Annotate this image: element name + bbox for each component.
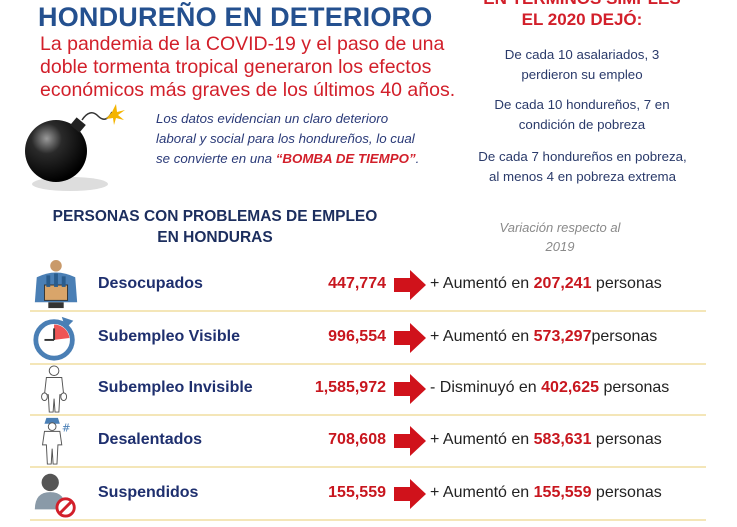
row-change: + Aumentó en 583,631 personas [430,431,662,449]
section-title-line-1: PERSONAS CON PROBLEMAS DE EMPLEO [52,208,378,225]
discouraged-worker-icon: # [41,417,71,465]
row-divider [30,310,706,312]
change-suffix: personas [591,328,658,345]
row-label: Desocupados [98,275,203,292]
change-suffix: personas [591,484,662,501]
row-value: 708,608 [328,431,386,448]
lead-line-2: doble tormenta tropical generaron los ef… [40,56,432,78]
change-prefix: + Aumentó en [430,275,534,292]
section-title-line-2: EN HONDURAS [157,229,273,246]
note-end: . [415,151,420,166]
sidebar-heading: EL 2020 DEJÓ: [521,10,643,29]
svg-text:#: # [62,422,71,434]
change-value: 573,297 [533,328,592,345]
change-value: 207,241 [533,275,592,292]
person-prohibited-icon [34,473,76,518]
change-value: 402,625 [541,379,599,396]
change-suffix: personas [591,431,662,448]
table-row: # Desalentados 708,608 + Aumentó en 583,… [28,416,706,468]
row-label: Subempleo Invisible [98,379,253,396]
arrow-right-icon [394,323,426,353]
lead-line-1: La pandemia de la COVID-19 y el paso de … [40,33,445,55]
row-label: Suspendidos [98,484,199,501]
sidebar-fact-2: De cada 10 hondureños, 7 en condición de… [494,97,670,132]
clock-arrow-icon [33,316,75,361]
variation-label-line-1: Variación respecto al [499,220,621,235]
note-line-3-text: se convierte en una [156,151,276,166]
person-empty-pockets-icon [41,365,68,413]
arrow-right-icon [394,479,426,509]
row-divider [30,363,706,365]
row-value: 447,774 [328,275,386,292]
row-value: 1,585,972 [314,379,386,396]
sidebar-fact-3: De cada 7 hondureños en pobreza, al meno… [478,149,687,184]
row-change: + Aumentó en 207,241 personas [430,275,662,293]
arrow-right-icon [394,426,426,456]
note-line-1: Los datos evidencian un claro deterioro [156,111,389,126]
table-row: Subempleo Visible 996,554 + Aumentó en 5… [28,313,706,365]
row-change: + Aumentó en 155,559 personas [430,484,662,502]
change-prefix: + Aumentó en [430,484,534,501]
table-row: Desocupados 447,774 + Aumentó en 207,241… [28,260,706,312]
note-line-3: se convierte en una “BOMBA DE TIEMPO”. [156,151,419,166]
note-line-2: laboral y social para los hondureños, lo… [156,131,415,146]
arrow-right-icon [394,374,426,404]
change-prefix: + Aumentó en [430,328,534,345]
change-value: 583,631 [533,431,592,448]
row-divider [30,519,706,521]
row-divider [30,414,706,416]
arrow-right-icon [394,270,426,300]
row-divider [30,466,706,468]
row-label: Desalentados [98,431,203,448]
change-prefix: + Aumentó en [430,431,534,448]
page-title: HONDUREÑO EN DETERIORO [38,2,433,32]
table-row: Subempleo Invisible 1,585,972 - Disminuy… [28,364,706,416]
bomb-icon [25,104,125,191]
change-suffix: personas [591,275,662,292]
sidebar-heading-cut: EN TÉRMINOS SIMPLES [462,0,702,9]
change-value: 155,559 [533,484,592,501]
row-change: - Disminuyó en 402,625 personas [430,379,669,397]
table-row: Suspendidos 155,559 + Aumentó en 155,559… [28,469,706,521]
change-suffix: personas [599,379,670,396]
unemployed-worker-box-icon [34,260,78,309]
sidebar-fact-1: De cada 10 asalariados, 3 perdieron su e… [504,47,660,82]
row-change: + Aumentó en 573,297personas [430,328,657,346]
row-value: 155,559 [328,484,386,501]
lead-line-3: económicos más graves de los últimos 40 … [40,79,456,101]
row-label: Subempleo Visible [98,328,240,345]
variation-label-line-2: 2019 [545,239,575,254]
bomba-highlight: “BOMBA DE TIEMPO” [275,151,416,166]
row-value: 996,554 [328,328,386,345]
change-prefix: - Disminuyó en [430,379,542,396]
